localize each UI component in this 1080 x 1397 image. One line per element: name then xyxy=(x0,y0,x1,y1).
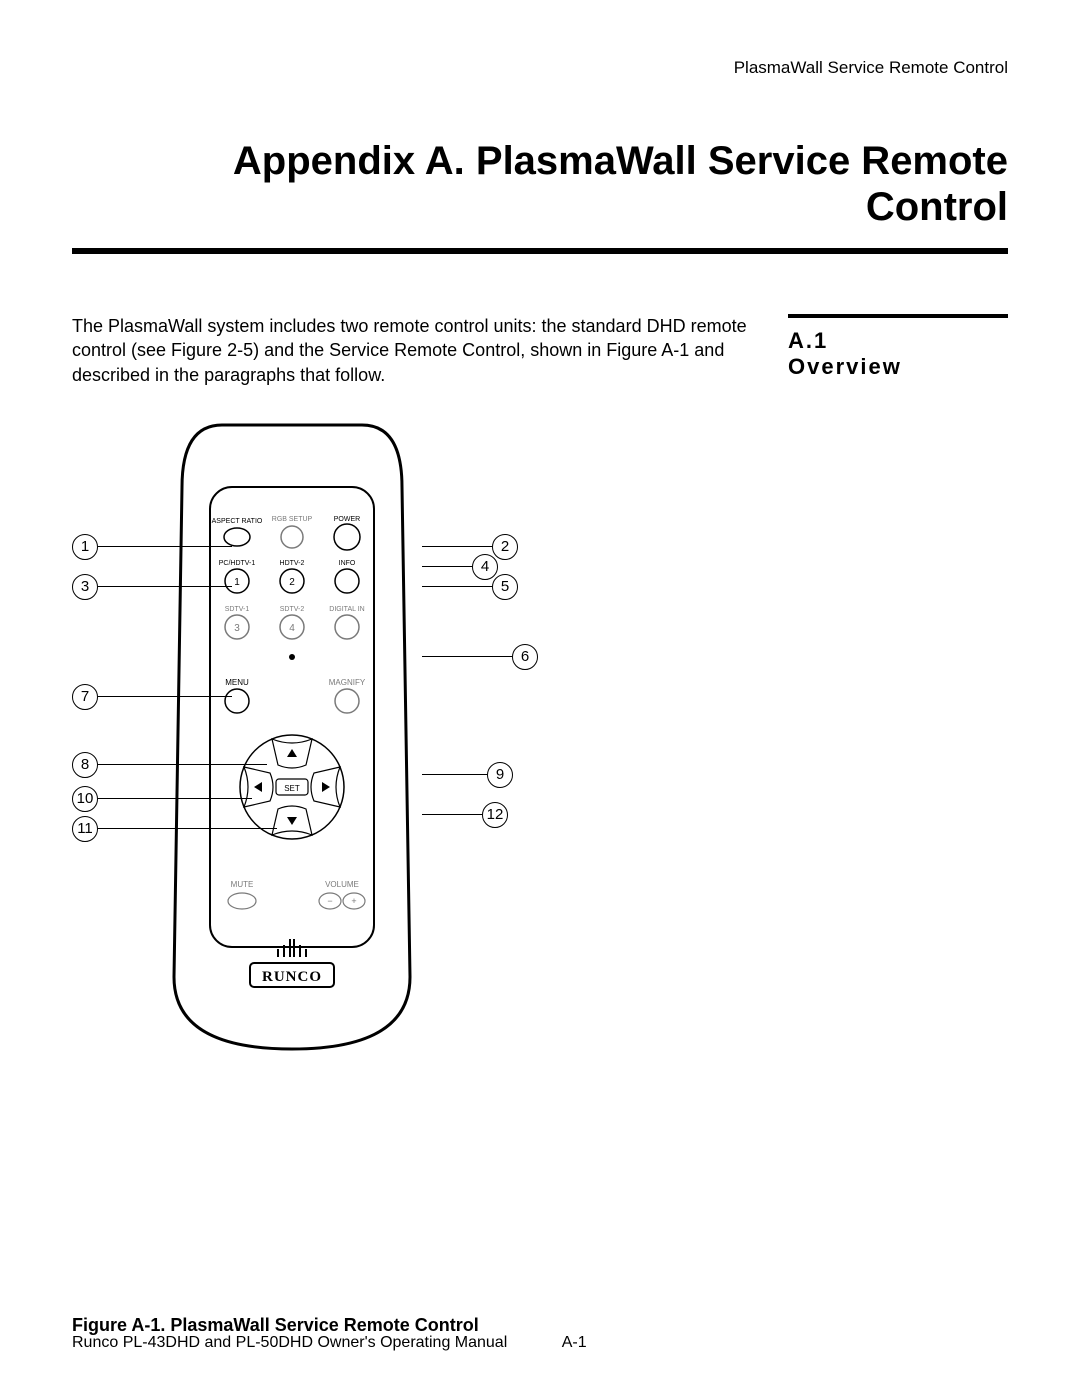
callout-leader xyxy=(422,586,492,587)
callout-4: 4 xyxy=(422,554,498,580)
callout-leader xyxy=(422,546,492,547)
title-line-1: Appendix A. PlasmaWall Service Remote xyxy=(233,139,1008,183)
svg-text:SDTV-1: SDTV-1 xyxy=(225,606,250,613)
callout-5: 5 xyxy=(422,574,518,600)
callout-leader xyxy=(422,656,512,657)
title-line-2: Control xyxy=(866,185,1008,229)
section-number: A.1 xyxy=(788,328,1008,354)
svg-text:−: − xyxy=(327,896,332,906)
svg-text:HDTV-2: HDTV-2 xyxy=(280,560,305,567)
callout-2: 2 xyxy=(422,534,518,560)
svg-text:RGB SETUP: RGB SETUP xyxy=(272,516,313,523)
callout-leader xyxy=(422,774,487,775)
callout-number: 12 xyxy=(482,802,508,828)
callout-number: 4 xyxy=(472,554,498,580)
callout-number: 5 xyxy=(492,574,518,600)
callout-number: 7 xyxy=(72,684,98,710)
footer-page-number: A-1 xyxy=(562,1334,587,1352)
svg-text:4: 4 xyxy=(289,623,295,634)
callout-number: 1 xyxy=(72,534,98,560)
svg-text:POWER: POWER xyxy=(334,516,360,523)
callout-number: 2 xyxy=(492,534,518,560)
svg-text:2: 2 xyxy=(289,577,295,588)
callout-number: 11 xyxy=(72,816,98,842)
callout-number: 8 xyxy=(72,752,98,778)
appendix-title: Appendix A. PlasmaWall Service Remote Co… xyxy=(72,138,1008,230)
callout-9: 9 xyxy=(422,762,513,788)
section-heading: Overview xyxy=(788,354,1008,380)
svg-text:INFO: INFO xyxy=(339,560,356,567)
svg-text:MAGNIFY: MAGNIFY xyxy=(329,678,366,687)
svg-text:MENU: MENU xyxy=(225,678,249,687)
figure-a1: ASPECT RATIO RGB SETUP POWER PC/HDTV-1 H… xyxy=(72,417,512,1307)
overview-paragraph: The PlasmaWall system includes two remot… xyxy=(72,314,758,387)
svg-text:3: 3 xyxy=(234,623,240,634)
remote-illustration: ASPECT RATIO RGB SETUP POWER PC/HDTV-1 H… xyxy=(162,417,422,1062)
title-rule xyxy=(72,248,1008,254)
footer-manual-title: Runco PL-43DHD and PL-50DHD Owner's Oper… xyxy=(72,1334,507,1351)
running-header: PlasmaWall Service Remote Control xyxy=(72,58,1008,78)
svg-text:RUNCO: RUNCO xyxy=(262,969,322,985)
callout-number: 6 xyxy=(512,644,538,670)
section-rule xyxy=(788,314,1008,318)
svg-text:PC/HDTV-1: PC/HDTV-1 xyxy=(219,560,256,567)
svg-text:DIGITAL IN: DIGITAL IN xyxy=(329,606,364,613)
callout-leader xyxy=(422,566,472,567)
callout-number: 3 xyxy=(72,574,98,600)
svg-text:VOLUME: VOLUME xyxy=(325,880,359,889)
svg-text:SDTV-2: SDTV-2 xyxy=(280,606,305,613)
callout-6: 6 xyxy=(422,644,538,670)
svg-text:ASPECT RATIO: ASPECT RATIO xyxy=(212,518,263,525)
page-footer: Runco PL-43DHD and PL-50DHD Owner's Oper… xyxy=(72,1334,1008,1352)
svg-text:SET: SET xyxy=(284,784,300,793)
callout-12: 12 xyxy=(422,802,508,828)
svg-text:1: 1 xyxy=(234,577,240,588)
callout-number: 10 xyxy=(72,786,98,812)
callout-number: 9 xyxy=(487,762,513,788)
svg-text:+: + xyxy=(351,896,356,906)
figure-caption: Figure A-1. PlasmaWall Service Remote Co… xyxy=(72,1315,758,1336)
callout-leader xyxy=(422,814,482,815)
svg-text:MUTE: MUTE xyxy=(231,880,254,889)
